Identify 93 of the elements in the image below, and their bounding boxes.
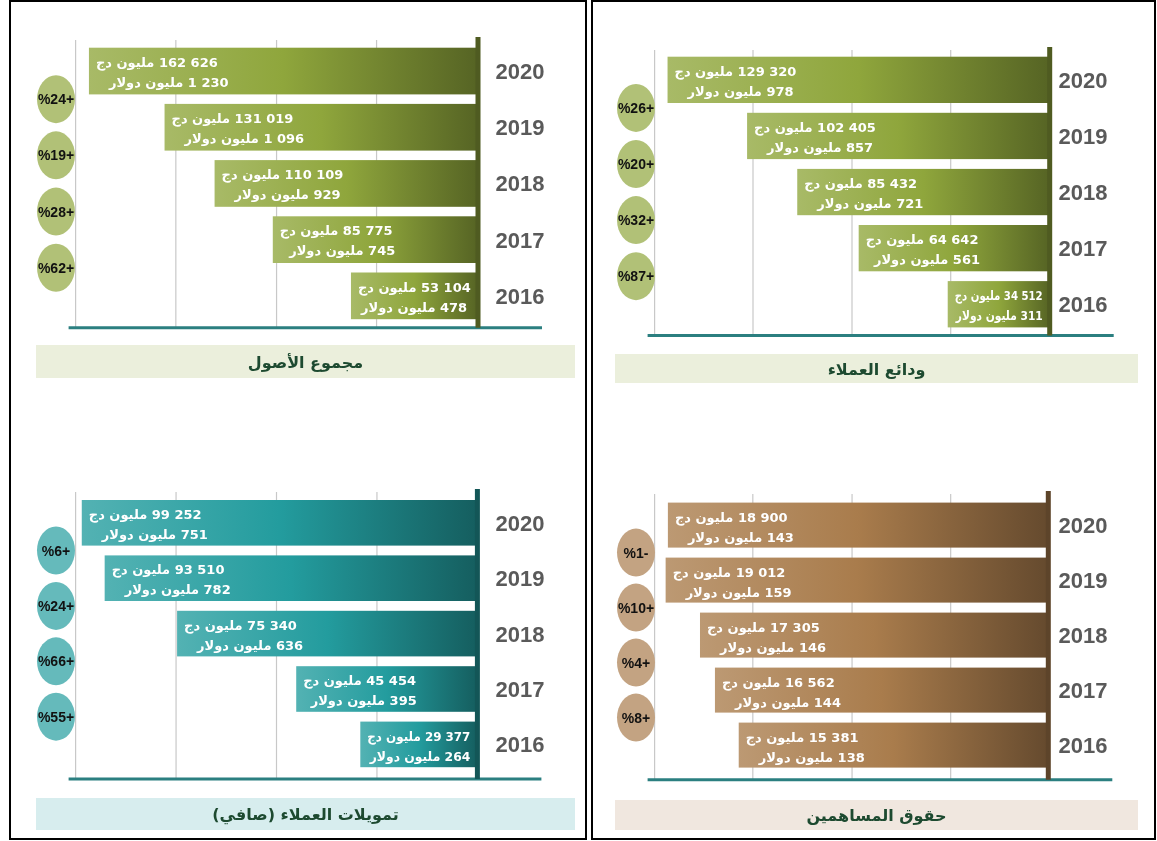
- annotation: 782 مليون دولار: [123, 582, 231, 598]
- bar: [81, 500, 478, 546]
- annotation: 143 مليون دولار: [686, 529, 794, 545]
- bar: [164, 103, 478, 151]
- text: تمويلات العملاء (صافي): [212, 805, 399, 825]
- annotation: 929 مليون دولار: [233, 187, 341, 203]
- bar: [747, 112, 1050, 160]
- bar: [667, 56, 1050, 103]
- text: %8+: [621, 709, 651, 726]
- bar: [104, 555, 478, 601]
- y-tick-label: 2016: [1058, 292, 1108, 318]
- annotation: 138 مليون دولار: [757, 749, 865, 765]
- y-tick-label: 2017: [1058, 678, 1108, 704]
- y-tick-label: 2020: [495, 59, 545, 85]
- data-label: 64 642 مليون دج: [865, 232, 979, 248]
- y-tick-label: 2020: [1058, 513, 1108, 539]
- y-tick-label: 2018: [1058, 623, 1108, 649]
- y-tick-label: 2017: [495, 227, 545, 253]
- data-label: 102 405 مليون دج: [754, 119, 876, 136]
- data-label: 53 104 مليون دج: [357, 279, 471, 296]
- annotation: 978 مليون دولار: [686, 83, 794, 99]
- bar: [714, 667, 1049, 713]
- y-tick-label: 2016: [1058, 733, 1108, 759]
- y-tick-label: 2019: [1058, 123, 1108, 149]
- bar: [88, 47, 478, 95]
- annotation: 857 مليون دولار: [766, 139, 874, 155]
- annotation: 311 مليون دولار: [955, 308, 1048, 324]
- bar: [667, 502, 1049, 548]
- text: مجموع الأصول: [247, 352, 364, 372]
- y-tick-label: 2020: [495, 510, 545, 536]
- data-label: 129 320 مليون دج: [674, 63, 797, 80]
- y-tick-label: 2019: [495, 566, 545, 592]
- text: %4+: [621, 654, 651, 671]
- y-tick-label: 2018: [495, 621, 545, 647]
- annotation: 745 مليون دولار: [288, 243, 396, 259]
- text: %6+: [41, 542, 71, 559]
- data-label: 29 377 مليون دج: [367, 728, 475, 745]
- text: %55+: [37, 708, 75, 725]
- y-tick-label: 2018: [1058, 180, 1108, 206]
- text: %1-: [623, 544, 649, 561]
- data-label: 19 012 مليون دج: [672, 564, 786, 581]
- data-label: 18 900 مليون دج: [674, 509, 788, 526]
- data-label: 15 381 مليون دج: [745, 729, 859, 746]
- text: %62+: [37, 259, 75, 276]
- y-tick-label: 2017: [495, 677, 545, 702]
- data-label: 75 340 مليون دج: [184, 617, 297, 634]
- annotation: 159 مليون دولار: [684, 584, 792, 600]
- data-label: 93 510 مليون دج: [111, 562, 225, 579]
- y-tick-label: 2016: [495, 283, 545, 309]
- annotation: 636 مليون دولار: [196, 637, 304, 653]
- data-label: 17 305 مليون دج: [706, 619, 820, 636]
- data-label: 162 626 مليون دج: [95, 54, 218, 71]
- annotation: 395 مليون دولار: [309, 693, 417, 709]
- data-label: 45 454 مليون دج: [303, 673, 416, 690]
- bar: [738, 722, 1049, 768]
- text: %28+: [37, 203, 75, 220]
- text: %10+: [617, 599, 655, 616]
- data-label: 16 562 مليون دج: [721, 674, 835, 691]
- text: %20+: [617, 156, 655, 172]
- y-tick-label: 2019: [1058, 568, 1108, 594]
- y-tick-label: 2017: [1058, 236, 1108, 262]
- text: %87+: [617, 268, 655, 285]
- annotation: 1 096 مليون دولار: [183, 130, 305, 146]
- text: حقوق المساهمين: [806, 806, 947, 825]
- annotation: 721 مليون دولار: [816, 195, 924, 211]
- text: %32+: [617, 212, 655, 229]
- data-label: 34 512 مليون دج: [954, 288, 1054, 305]
- y-tick-label: 2019: [495, 115, 545, 141]
- text: %24+: [37, 91, 75, 108]
- annotation: 144 مليون دولار: [733, 694, 841, 710]
- y-tick-label: 2016: [495, 732, 545, 758]
- bar: [177, 610, 478, 657]
- y-tick-label: 2020: [1058, 67, 1108, 93]
- bar: [699, 612, 1049, 658]
- annotation: 146 مليون دولار: [718, 639, 827, 655]
- annotation: 1 230 مليون دولار: [107, 74, 229, 90]
- data-label: 85 775 مليون دج: [279, 223, 393, 240]
- text: %24+: [37, 597, 75, 614]
- data-label: 110 109 مليون دج: [221, 167, 344, 184]
- y-tick-label: 2018: [495, 171, 545, 197]
- data-label: 99 252 مليون دج: [88, 507, 202, 523]
- annotation: 751 مليون دولار: [100, 527, 208, 542]
- annotation: 561 مليون دولار: [872, 252, 980, 267]
- data-label: 131 019 مليون دج: [171, 110, 294, 127]
- bar: [665, 557, 1049, 603]
- text: %26+: [617, 99, 655, 116]
- bar: [214, 160, 478, 207]
- text: %66+: [37, 653, 75, 670]
- text: %19+: [37, 147, 75, 164]
- annotation: 478 مليون دولار: [360, 299, 468, 315]
- data-label: 85 432 مليون دج: [804, 175, 918, 192]
- text: ودائع العملاء: [827, 359, 926, 379]
- annotation: 264 مليون دولار: [368, 748, 472, 764]
